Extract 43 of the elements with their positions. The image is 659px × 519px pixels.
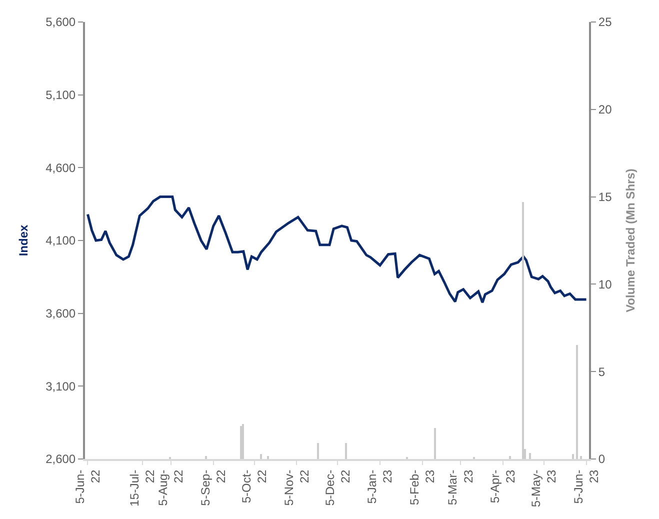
bar bbox=[529, 453, 531, 459]
x-tick-label: 5-Jan-23 bbox=[365, 469, 395, 504]
y2-tick-label: 10 bbox=[598, 277, 612, 292]
x-tick-label: 5-Aug-22 bbox=[156, 469, 186, 506]
x-tick-label: 5-Oct-22 bbox=[239, 469, 270, 504]
bar bbox=[317, 443, 319, 459]
line-series bbox=[86, 196, 588, 304]
bar bbox=[345, 443, 347, 459]
x-tick-label: 5-Jun-22 bbox=[72, 469, 102, 504]
y-tick-label: 4,600 bbox=[46, 160, 76, 175]
y2-tick-label: 15 bbox=[598, 190, 612, 204]
x-tick-label: 5-Dec-22 bbox=[322, 469, 352, 506]
bar bbox=[242, 424, 244, 459]
y-axis-title: Index bbox=[16, 224, 30, 256]
bar bbox=[576, 345, 578, 459]
y-tick-label: 4,100 bbox=[46, 234, 76, 248]
y-tick-label: 5,600 bbox=[46, 15, 76, 30]
x-tick-label: 5-Feb-23 bbox=[407, 469, 438, 506]
y-tick-label: 2,600 bbox=[46, 452, 76, 466]
bar bbox=[572, 454, 574, 459]
x-tick-label: 5-Mar-23 bbox=[446, 469, 476, 506]
y2-tick-label: 0 bbox=[598, 452, 606, 466]
y2-axis-title: Volume Traded (Mn Shrs) bbox=[623, 168, 638, 312]
bar bbox=[434, 428, 436, 459]
y-tick-label: 3,100 bbox=[46, 379, 76, 394]
bar bbox=[267, 456, 269, 459]
x-tick-label: 5-Apr-23 bbox=[488, 469, 518, 504]
y2-tick-label: 5 bbox=[598, 364, 606, 379]
bar bbox=[260, 454, 262, 459]
bar bbox=[580, 456, 582, 459]
bar bbox=[240, 426, 242, 459]
y2-tick-label: 25 bbox=[598, 15, 612, 30]
x-tick-label: 5-Sep-22 bbox=[198, 469, 228, 506]
y-tick-label: 3,600 bbox=[46, 306, 76, 321]
bar bbox=[205, 456, 207, 459]
bar bbox=[522, 202, 524, 459]
y-tick-label: 5,100 bbox=[46, 88, 76, 102]
x-tick-label: 5-Nov-22 bbox=[282, 469, 312, 506]
x-tick-label: 5-Jun-23 bbox=[571, 469, 601, 504]
x-tick-label: 5-May-23 bbox=[529, 469, 559, 508]
bar bbox=[509, 456, 511, 459]
y2-tick-label: 20 bbox=[598, 102, 612, 117]
x-tick-label: 15-Jul-22 bbox=[127, 469, 158, 506]
